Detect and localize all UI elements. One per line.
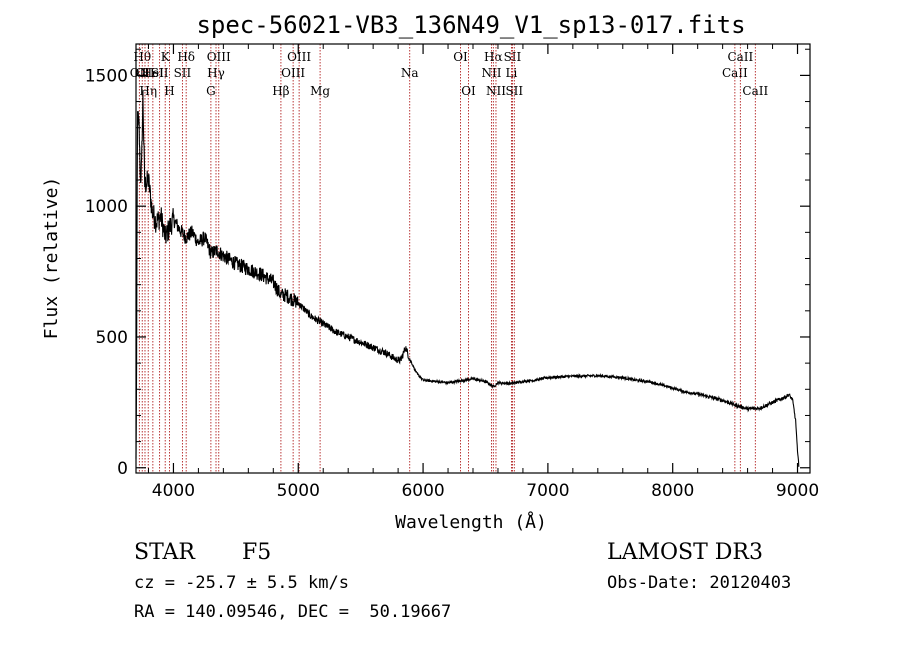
object-subclass: F5: [242, 540, 272, 565]
survey-name: LAMOST DR3: [607, 540, 763, 565]
spectral-line-markers: OIIHθOIIHηHeISIIKHSIIHδGHγOIIIHβOIIIOIII…: [130, 44, 768, 473]
line-label-19: OI: [461, 84, 476, 98]
line-label-12: OIII: [207, 50, 231, 64]
line-label-7: H: [164, 84, 174, 98]
line-label-5: SII: [151, 66, 169, 80]
x-tick-label: 4000: [152, 481, 195, 501]
line-label-4: HeI: [142, 66, 165, 80]
line-label-23: Li: [506, 66, 518, 80]
line-label-3: Hη: [139, 84, 157, 98]
line-label-10: G: [206, 84, 216, 98]
line-label-24: SII: [504, 50, 522, 64]
line-label-14: OIII: [281, 66, 305, 80]
y-tick-label: 1500: [85, 66, 128, 86]
y-axis-label: Flux (relative): [41, 177, 62, 340]
line-label-21: Hα: [484, 50, 503, 64]
object-class: STAR: [134, 540, 195, 565]
x-tick-label: 7000: [526, 481, 569, 501]
line-label-22: NII: [486, 84, 506, 98]
x-tick-label: 5000: [277, 481, 320, 501]
y-tick-label: 0: [117, 459, 128, 479]
line-label-16: Mg: [310, 84, 330, 98]
chart-title: spec-56021-VB3_136N49_V1_sp13-017.fits: [196, 11, 745, 39]
coordinates-text: RA = 140.09546, DEC = 50.19667: [134, 602, 452, 622]
line-label-8: SII: [174, 66, 192, 80]
line-label-0: OII: [130, 66, 150, 80]
x-tick-label: 6000: [401, 481, 444, 501]
x-axis-label: Wavelength (Å): [395, 511, 547, 533]
redshift-text: cz = -25.7 ± 5.5 km/s: [134, 573, 349, 593]
line-label-2: OII: [135, 66, 155, 80]
line-label-26: CaII: [722, 66, 748, 80]
line-label-27: CaII: [727, 50, 753, 64]
line-label-11: Hγ: [207, 66, 225, 80]
line-label-18: OI: [453, 50, 468, 64]
line-label-17: Na: [401, 66, 419, 80]
x-tick-label: 9000: [776, 481, 819, 501]
x-tick-label: 8000: [651, 481, 694, 501]
line-label-28: CaII: [742, 84, 768, 98]
spectrum-line-0: [135, 90, 800, 467]
y-tick-label: 1000: [85, 197, 128, 217]
spectrum-series: [135, 90, 800, 467]
obs-date-text: Obs-Date: 20120403: [607, 573, 792, 593]
line-label-20: NII: [481, 66, 501, 80]
line-label-1: Hθ: [133, 50, 151, 64]
line-label-25: SII: [505, 84, 523, 98]
axis-ticks: 4000 5000 6000 7000 8000 9000 0 500 1000 1500: [85, 44, 819, 501]
y-tick-label: 500: [96, 328, 128, 348]
line-label-13: Hβ: [272, 84, 289, 98]
line-label-15: OIII: [287, 50, 311, 64]
line-label-9: Hδ: [177, 50, 195, 64]
line-label-6: K: [161, 50, 171, 64]
